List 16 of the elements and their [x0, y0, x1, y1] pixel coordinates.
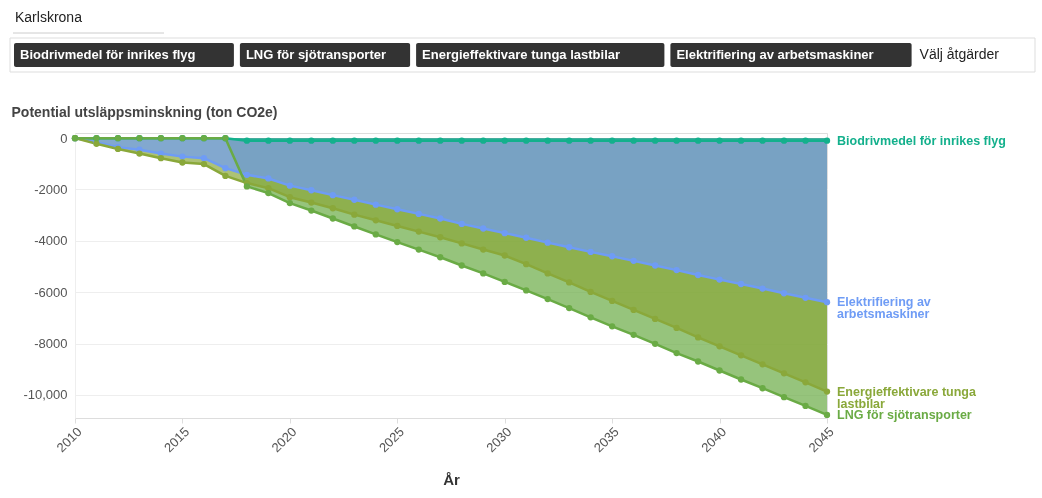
text: Karlskrona [15, 9, 83, 25]
x-axis-title: År [443, 471, 460, 489]
y-tick-label: -8000 [34, 336, 68, 352]
text: Elektrifiering av arbetsmaskiner [676, 47, 874, 62]
text: Biodrivmedel för inrikes flyg [20, 47, 196, 62]
text: Energieffektivare tunga lastbilar [422, 47, 621, 62]
series-label: Biodrivmedel för inrikes flyg [837, 133, 1006, 148]
y-tick-label: 0 [60, 130, 68, 146]
y-tick-label: -4000 [34, 233, 68, 249]
y-tick-label: -10,000 [23, 387, 68, 403]
y-tick-label: -2000 [34, 181, 68, 197]
text: Välj åtgärder [919, 46, 1000, 62]
y-tick-label: -6000 [34, 284, 68, 300]
y-axis-title: Potential utsläppsminskning (ton CO2e) [11, 103, 278, 120]
text: LNG för sjötransporter [245, 47, 387, 62]
series-label: Elektrifiering av arbetsmaskiner [837, 295, 931, 322]
